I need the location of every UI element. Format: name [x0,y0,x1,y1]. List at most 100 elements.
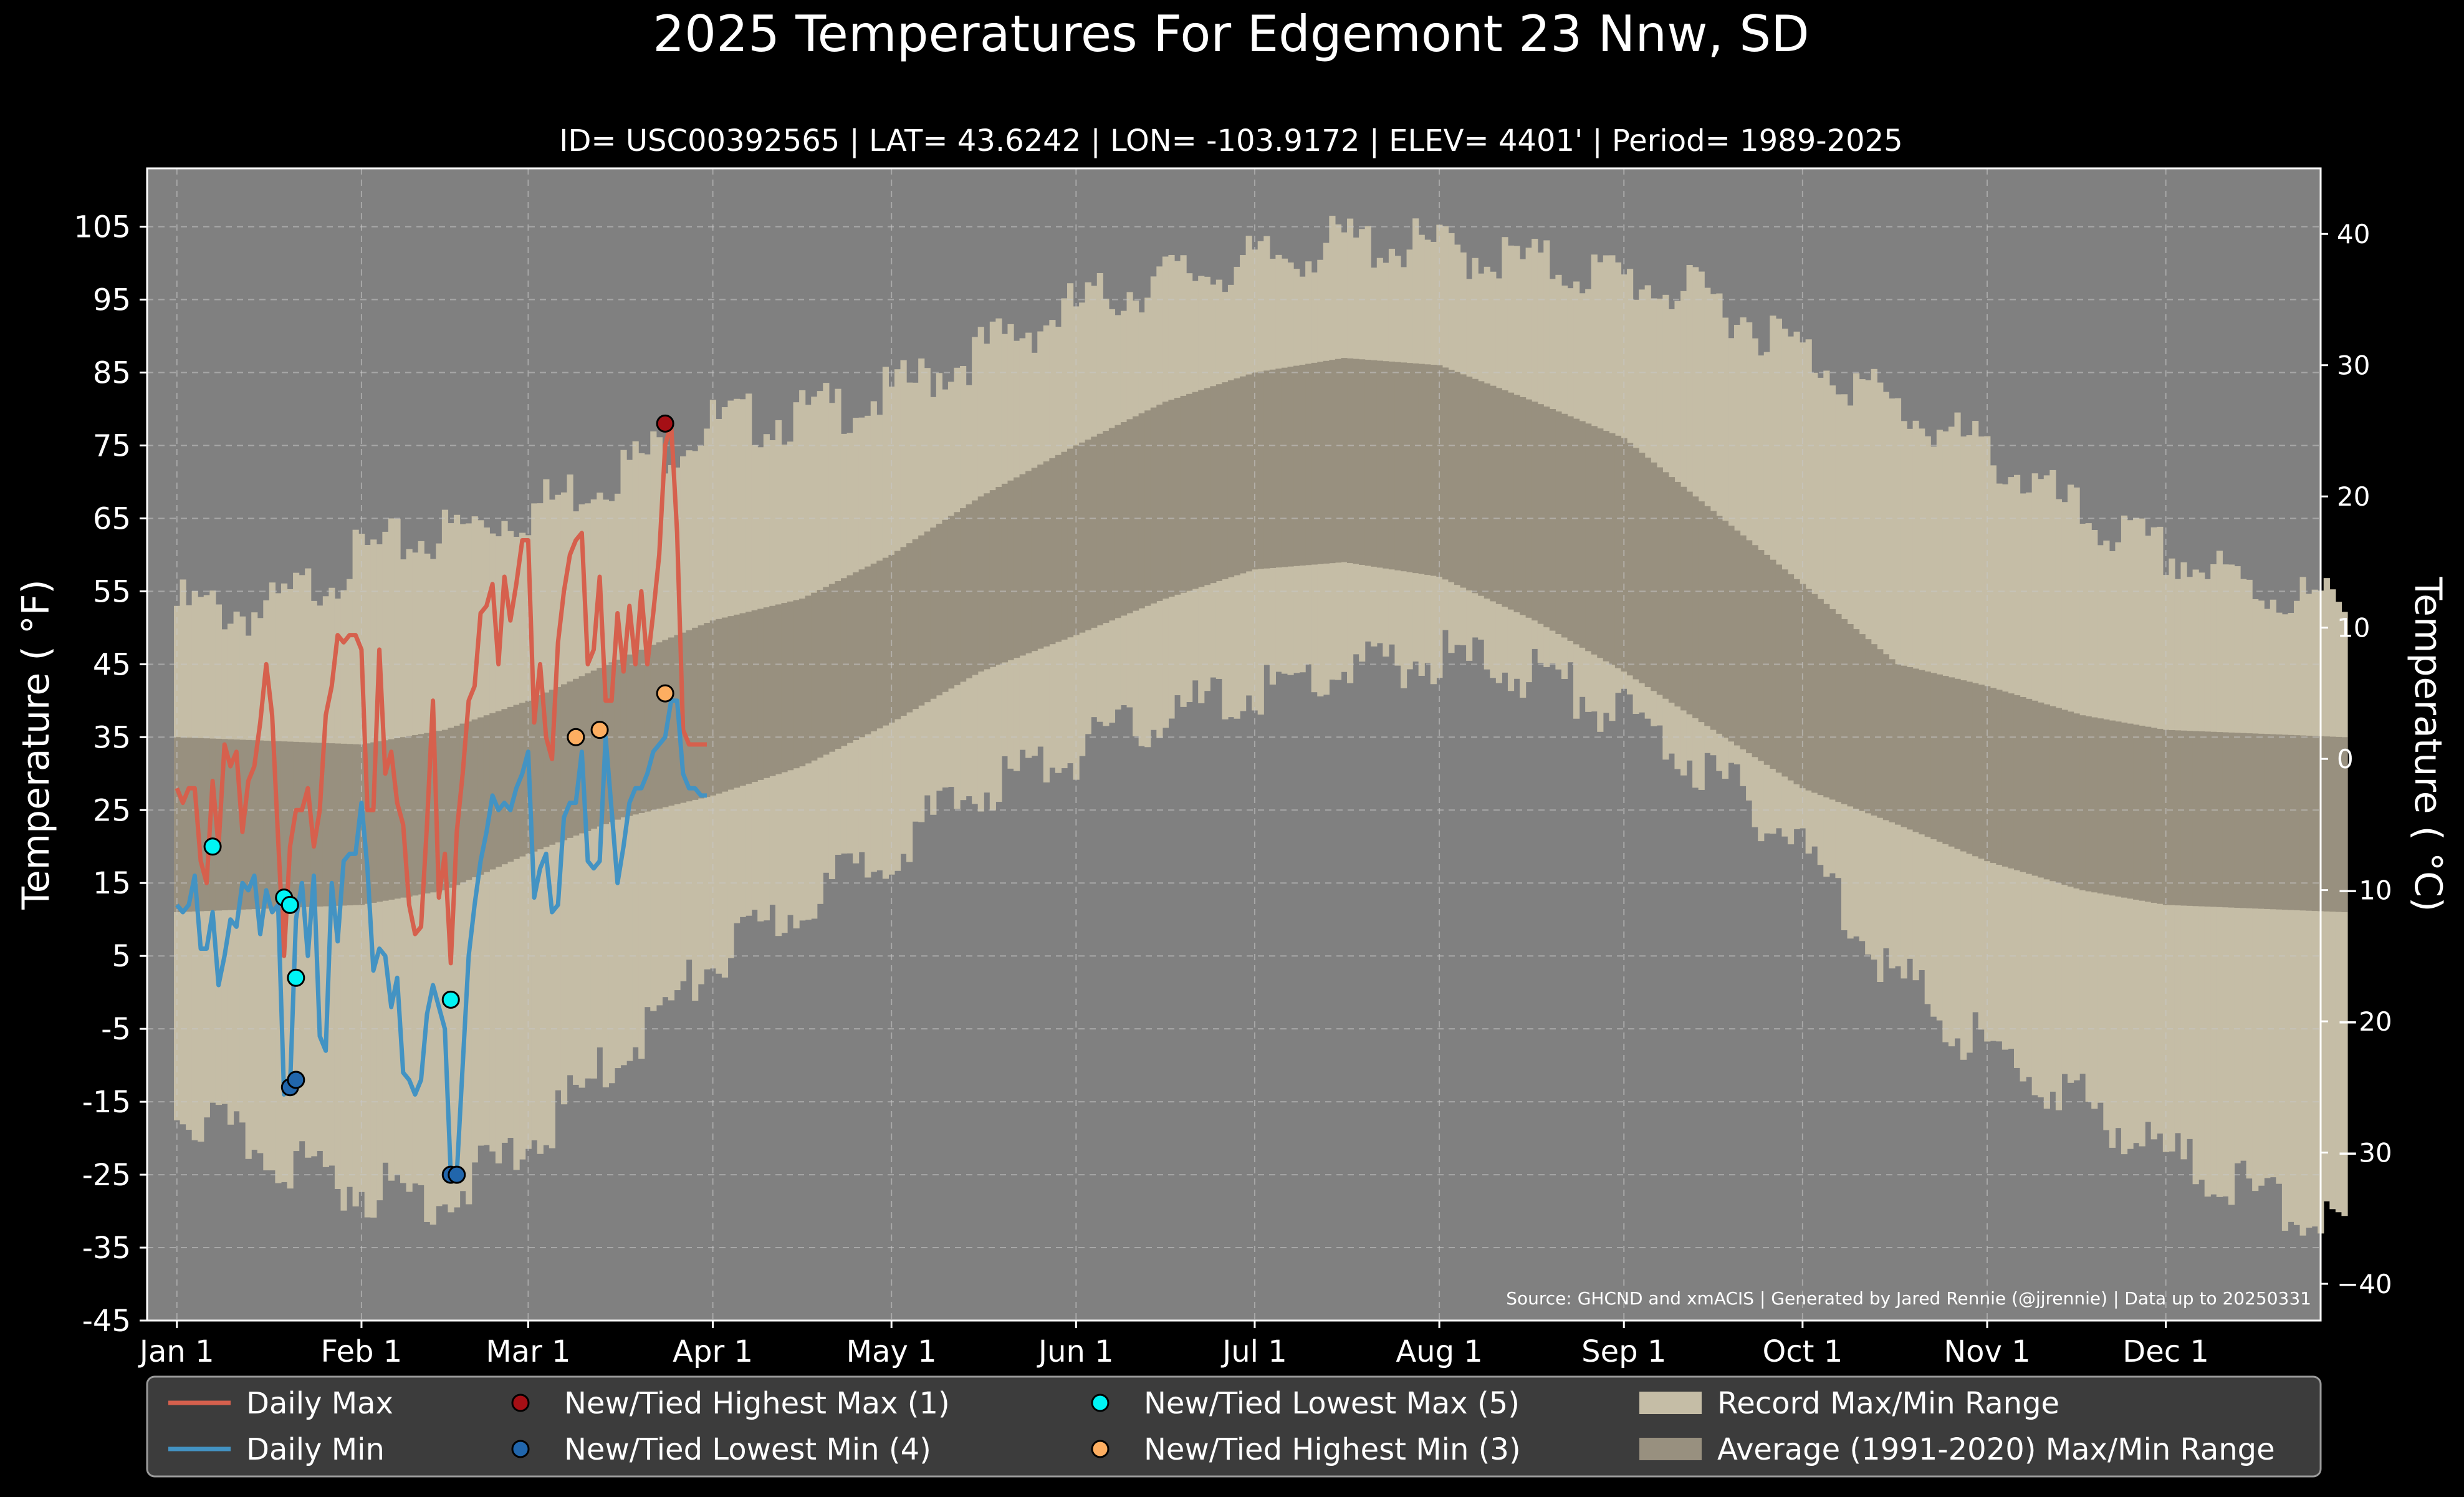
average-range-bar [454,725,461,885]
average-range-bar [1763,554,1770,765]
average-range-bar [1793,579,1800,784]
average-range-bar [305,742,312,907]
average-range-bar [2079,715,2086,890]
average-range-bar [2169,729,2175,905]
average-range-bar [1603,431,1609,662]
average-range-bar [1853,629,1860,809]
average-range-bar [1460,374,1467,588]
average-range-bar [1133,416,1139,611]
average-range-bar [918,535,925,706]
average-range-bar [805,595,812,764]
average-range-bar [1585,423,1592,652]
average-range-bar [597,668,603,827]
average-range-bar [2013,695,2021,870]
average-range-bar [198,738,204,912]
y-tick-label: -25 [82,1158,131,1193]
average-range-bar [930,527,937,699]
average-range-bar [1174,398,1181,595]
average-range-bar [1192,392,1199,589]
average-range-bar [406,736,413,897]
average-range-bar [1966,681,1973,854]
average-range-bar [1186,393,1193,591]
average-range-bar [817,590,823,758]
average-range-bar [972,500,979,675]
average-range-bar [2323,736,2330,912]
average-range-bar [870,563,877,731]
average-range-bar [1859,634,1866,811]
average-range-bar [1502,390,1508,607]
average-range-bar [1972,683,1979,857]
average-range-bar [1924,671,1931,837]
average-range-bar [1085,440,1091,630]
average-range-bar [2127,723,2134,899]
average-range-bar [745,612,752,784]
average-range-bar [1716,516,1723,734]
average-range-bar [1394,362,1401,570]
average-range-bar [1889,659,1896,823]
lowest-min-marker [448,1165,466,1184]
average-range-bar [900,547,907,716]
average-range-bar [2049,706,2056,882]
average-range-bar [1424,364,1431,575]
average-range-bar [1746,540,1753,754]
daily-series [175,421,707,1177]
legend-dot-swatch [511,1394,530,1412]
average-range-bar [1907,667,1914,830]
average-range-bar [2162,729,2169,905]
y-tick-label: -5 [101,1012,131,1047]
average-range-bar [180,737,186,912]
record-range-bar [2341,612,2348,1216]
average-range-bar [567,681,573,838]
average-range-bar [1263,370,1270,569]
average-range-bar [704,623,711,797]
average-range-bar [328,743,335,907]
legend: Daily Max Daily Min New/Tied Highest Max (… [146,1375,2322,1478]
x-tick-label: May 1 [846,1334,937,1369]
average-range-bar [1591,426,1598,655]
average-range-bar [1996,690,2003,865]
average-range-bar [1388,361,1396,570]
average-range-bar [775,604,782,774]
average-range-bar [590,670,597,829]
average-range-bar [799,599,806,767]
average-range-bar [2150,728,2157,903]
y-tick-label: 35 [93,720,131,755]
average-range-bar [221,739,228,910]
average-range-bar [1627,443,1634,676]
y-tick-label: 25 [93,793,131,828]
average-range-bar [1126,419,1133,614]
average-range-bar [483,715,490,872]
average-range-bar [697,625,704,799]
average-range-bar [2252,733,2259,909]
average-range-bar [1865,639,1872,814]
average-range-bar [1299,365,1306,566]
y-tick-label-right: −20 [2337,1006,2392,1037]
average-range-bar [1359,359,1366,565]
average-range-bar [1674,481,1681,707]
average-range-bar [2306,735,2313,911]
average-range-bar [1835,614,1842,802]
average-range-bar [1520,397,1527,615]
average-range-bar [2157,728,2164,904]
average-range-bar [1138,413,1145,609]
average-range-bar [1227,380,1235,577]
average-range-bar [1901,665,1907,827]
x-tick-label: Jun 1 [1037,1334,1114,1369]
average-range-bar [2139,725,2145,901]
average-range-bar [560,684,568,840]
average-range-bar [1257,371,1264,569]
average-range-bar [1311,362,1318,565]
average-range-bar [382,740,389,901]
average-range-bar [1823,604,1830,797]
average-range-bar [1103,431,1110,623]
average-range-bar [334,743,342,906]
average-range-bar [1805,589,1812,791]
y-tick-label: -45 [82,1304,131,1339]
average-range-bar [1115,425,1121,619]
y-tick-label-right: −10 [2337,875,2392,906]
y-tick-label-right: 40 [2337,219,2370,249]
average-range-bar [501,709,508,865]
average-range-bar [936,523,942,696]
average-range-bar [209,738,216,911]
